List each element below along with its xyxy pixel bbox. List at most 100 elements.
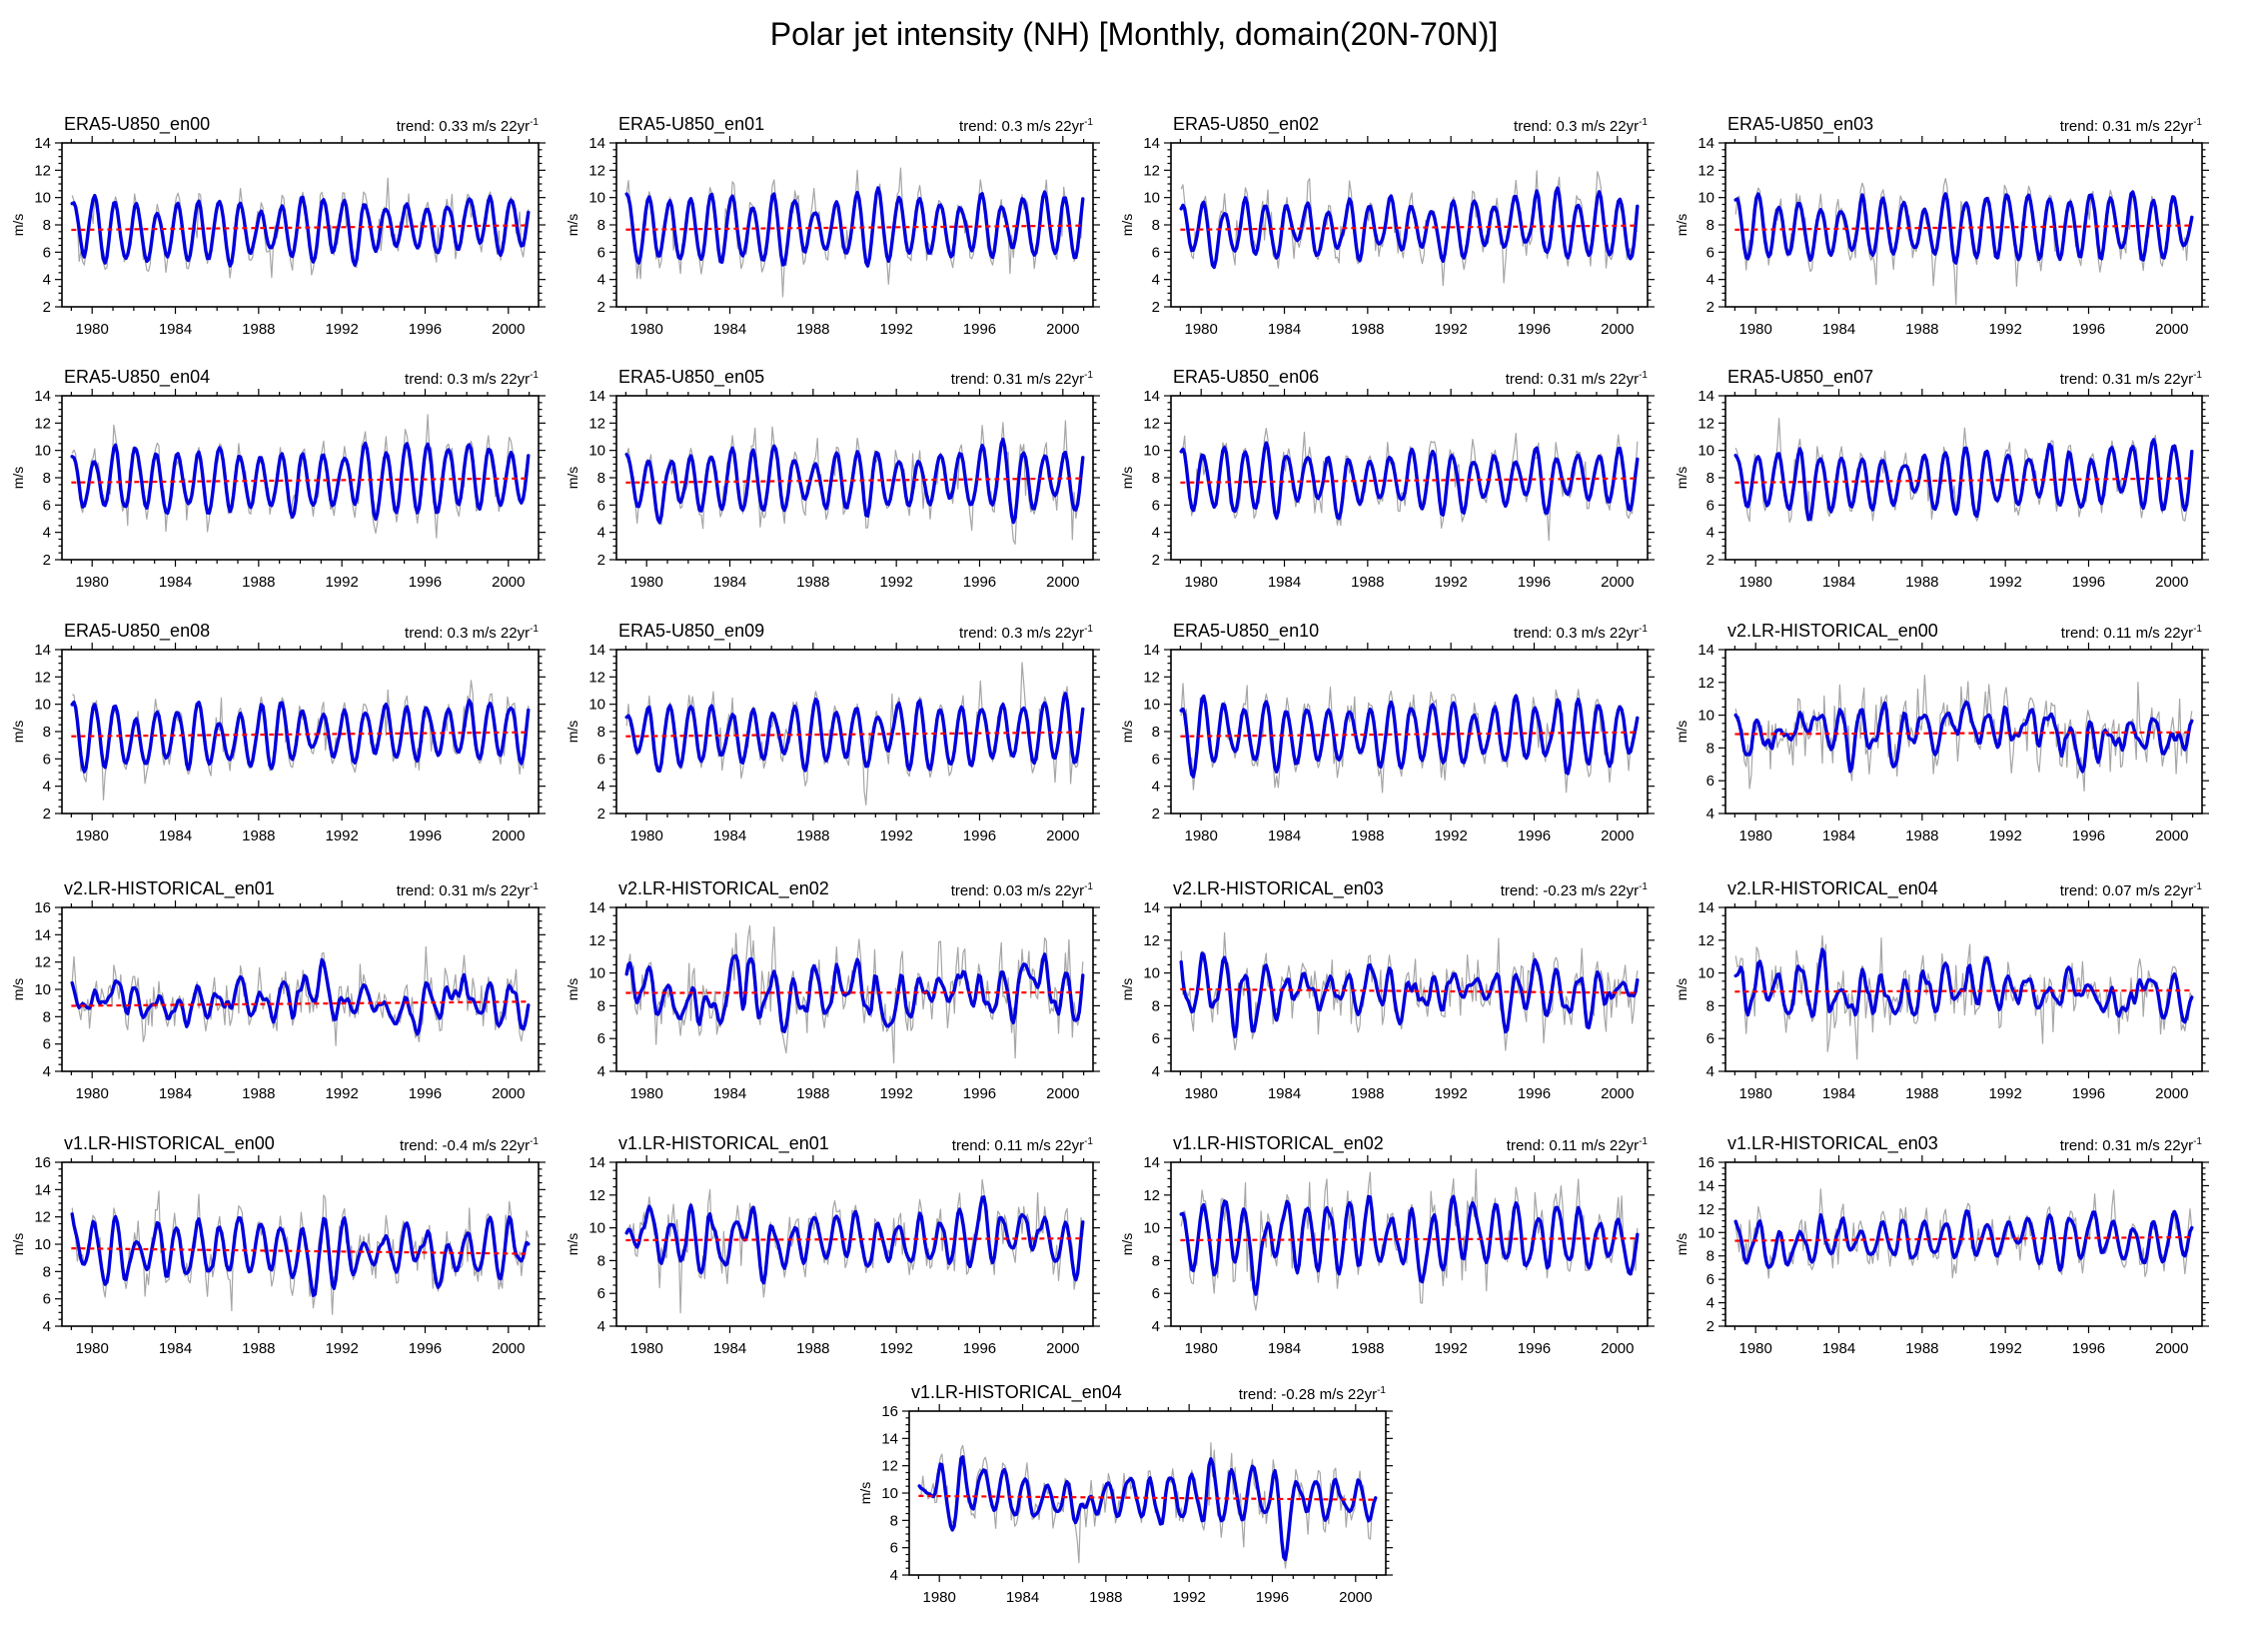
- smoothed-line: [1733, 190, 2194, 265]
- x-tick-label: 1996: [1518, 1340, 1551, 1357]
- x-tick-label: 1996: [2072, 1085, 2105, 1102]
- raw-monthly-line: [1734, 1188, 2193, 1279]
- panel-ERA5-U850_en02: ERA5-U850_en02 trend: 0.3 m/s 22yr-1 2 4 6 8 1…: [1119, 108, 1664, 343]
- y-tick-label: 6: [43, 1291, 51, 1308]
- y-tick-label: 8: [597, 724, 605, 741]
- plot-frame: [908, 1410, 1387, 1576]
- trend-exponent: -1: [530, 881, 539, 892]
- chart-canvas: 2 4 6 8 10 12 14 1980 1984 1988 1992 1996 2000 m/s: [1674, 388, 2209, 591]
- x-tick-label: 2000: [2155, 321, 2188, 338]
- x-tick-label: 1992: [325, 1085, 358, 1102]
- x-tick-label: 1988: [242, 321, 275, 338]
- y-tick-label: 10: [588, 697, 605, 714]
- y-tick-label: 8: [890, 1512, 898, 1529]
- chart-canvas: 2 4 6 8 10 12 14 1980 1984 1988 1992 1996 2000 m/s: [565, 388, 1100, 591]
- panel-v2.LR-HISTORICAL_en01: v2.LR-HISTORICAL_en01 trend: 0.31 m/s 22y…: [10, 872, 555, 1107]
- panel-title: ERA5-U850_en09: [618, 621, 765, 641]
- smoothed-line: [1179, 1194, 1640, 1296]
- y-tick-label: 8: [1706, 217, 1714, 234]
- y-tick-label: 2: [597, 299, 605, 316]
- trend-label: trend: 0.11 m/s 22yr-1: [2061, 624, 2202, 642]
- y-tick-label: 8: [1152, 217, 1160, 234]
- x-tick-label: 1984: [1268, 827, 1301, 844]
- trend-label-text: trend: 0.3 m/s 22yr: [405, 371, 531, 388]
- trend-line: [1734, 224, 2193, 231]
- smoothed-line: [70, 699, 531, 774]
- x-tick-label: 2000: [1601, 574, 1634, 591]
- y-tick-label: 10: [34, 443, 51, 460]
- smoothed-line: [70, 957, 531, 1036]
- trend-line: [1180, 224, 1639, 231]
- trend-line: [1180, 477, 1639, 484]
- x-tick-label: 1988: [1351, 574, 1384, 591]
- x-tick-label: 1988: [1905, 574, 1938, 591]
- x-tick-label: 1996: [963, 1085, 996, 1102]
- trend-exponent: -1: [1639, 117, 1648, 128]
- x-tick-label: 1988: [796, 1085, 829, 1102]
- y-tick-label: 2: [43, 806, 51, 822]
- chart-canvas: 4 6 8 10 12 14 1980 1984 1988 1992 1996 2000 m/s: [1119, 1154, 1655, 1357]
- smoothed-line: [1179, 951, 1640, 1038]
- y-tick-label: 4: [1706, 525, 1714, 542]
- raw-monthly-line: [1734, 934, 2193, 1060]
- y-tick-label: 12: [1698, 415, 1714, 432]
- y-tick-label: 12: [588, 162, 605, 179]
- y-tick-label: 10: [1698, 443, 1714, 460]
- y-tick-label: 12: [34, 1209, 51, 1226]
- x-tick-label: 1980: [1185, 1340, 1218, 1357]
- trend-exponent: -1: [1377, 1385, 1386, 1396]
- trend-label-text: trend: 0.31 m/s 22yr: [2059, 1137, 2194, 1154]
- panel-header: v2.LR-HISTORICAL_en03 trend: -0.23 m/s 22…: [1119, 878, 1664, 902]
- x-tick-label: 1980: [1739, 1340, 1772, 1357]
- trend-line: [71, 477, 530, 484]
- y-tick-label: 14: [34, 642, 51, 659]
- panel-title: v2.LR-HISTORICAL_en03: [1173, 878, 1384, 898]
- x-tick-label: 1996: [1518, 321, 1551, 338]
- y-tick-label: 4: [597, 272, 605, 289]
- y-tick-label: 10: [34, 190, 51, 207]
- panel-ERA5-U850_en09: ERA5-U850_en09 trend: 0.3 m/s 22yr-1 2 4 6 8 1…: [565, 615, 1109, 849]
- y-tick-label: 8: [43, 724, 51, 741]
- trend-label-text: trend: 0.3 m/s 22yr: [1514, 625, 1640, 642]
- smoothed-line: [624, 692, 1085, 774]
- trend-line: [1180, 1237, 1639, 1242]
- plot-frame: [1724, 906, 2203, 1072]
- y-tick-label: 14: [1143, 388, 1160, 405]
- x-tick-label: 1996: [963, 1340, 996, 1357]
- panel-title: ERA5-U850_en08: [64, 621, 211, 641]
- y-tick-label: 8: [1706, 997, 1714, 1014]
- y-tick-label: 8: [1706, 740, 1714, 757]
- x-tick-label: 1992: [1434, 1085, 1467, 1102]
- x-tick-label: 1988: [1089, 1589, 1122, 1606]
- y-tick-label: 14: [34, 135, 51, 152]
- x-tick-label: 1992: [879, 1340, 912, 1357]
- smoothed-line: [70, 441, 531, 522]
- y-tick-label: 6: [1152, 751, 1160, 768]
- x-tick-label: 1980: [1185, 1085, 1218, 1102]
- trend-label-text: trend: -0.23 m/s 22yr: [1500, 882, 1640, 899]
- y-tick-label: 4: [43, 779, 51, 796]
- trend-label: trend: 0.3 m/s 22yr-1: [1514, 117, 1648, 135]
- smoothed-line: [1733, 1209, 2194, 1272]
- panel-header: v1.LR-HISTORICAL_en02 trend: 0.11 m/s 22y…: [1119, 1133, 1664, 1157]
- trend-label: trend: 0.3 m/s 22yr-1: [405, 370, 539, 388]
- y-tick-label: 4: [1152, 272, 1160, 289]
- plot-frame: [61, 142, 540, 308]
- x-tick-label: 1980: [1739, 321, 1772, 338]
- y-tick-label: 8: [43, 1263, 51, 1280]
- y-tick-label: 12: [1698, 932, 1714, 949]
- x-tick-label: 1984: [713, 1085, 746, 1102]
- raw-monthly-line: [1180, 1168, 1639, 1311]
- x-tick-label: 1988: [1351, 1085, 1384, 1102]
- chart-canvas: 4 6 8 10 12 14 16 1980 1984 1988 1992 1996 2000 m/s: [857, 1403, 1393, 1606]
- x-tick-label: 1992: [1988, 1085, 2021, 1102]
- plot-frame: [1724, 395, 2203, 561]
- trend-label: trend: 0.31 m/s 22yr-1: [2060, 117, 2202, 135]
- panel-title: v1.LR-HISTORICAL_en04: [911, 1382, 1122, 1402]
- y-tick-label: 10: [1698, 965, 1714, 982]
- panel-ERA5-U850_en04: ERA5-U850_en04 trend: 0.3 m/s 22yr-1 2 4 6 8 1…: [10, 361, 555, 596]
- y-tick-label: 6: [1152, 497, 1160, 514]
- y-tick-label: 12: [34, 669, 51, 686]
- y-axis-label: m/s: [1674, 978, 1690, 1001]
- panel-v1.LR-HISTORICAL_en04: v1.LR-HISTORICAL_en04 trend: -0.28 m/s 22…: [857, 1376, 1402, 1611]
